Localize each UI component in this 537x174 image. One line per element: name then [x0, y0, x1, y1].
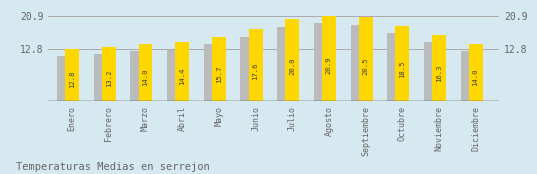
Bar — [167, 50, 181, 101]
Bar — [387, 33, 401, 101]
Bar — [277, 27, 291, 101]
Text: 14.0: 14.0 — [142, 68, 149, 86]
Bar — [359, 17, 373, 101]
Text: 13.2: 13.2 — [106, 70, 112, 87]
Bar — [94, 54, 108, 101]
Bar — [432, 35, 446, 101]
Text: 17.6: 17.6 — [252, 62, 258, 80]
Bar — [65, 49, 79, 101]
Bar — [175, 42, 189, 101]
Bar — [204, 44, 218, 101]
Bar — [285, 19, 299, 101]
Text: 20.0: 20.0 — [289, 58, 295, 76]
Text: Temperaturas Medias en serrejon: Temperaturas Medias en serrejon — [16, 162, 210, 172]
Text: 14.4: 14.4 — [179, 68, 185, 85]
Bar — [241, 37, 255, 101]
Bar — [57, 56, 71, 101]
Text: 20.9: 20.9 — [326, 56, 332, 74]
Text: 20.5: 20.5 — [362, 57, 368, 75]
Text: 18.5: 18.5 — [399, 61, 405, 78]
Bar — [351, 25, 365, 101]
Bar — [212, 37, 226, 101]
Bar — [395, 26, 409, 101]
Bar — [469, 44, 483, 101]
Bar — [424, 42, 438, 101]
Text: 15.7: 15.7 — [216, 65, 222, 83]
Bar — [314, 23, 328, 101]
Bar — [139, 44, 153, 101]
Text: 12.8: 12.8 — [69, 70, 75, 88]
Text: 16.3: 16.3 — [436, 64, 442, 82]
Bar — [130, 51, 144, 101]
Bar — [461, 51, 475, 101]
Text: 14.0: 14.0 — [473, 68, 478, 86]
Bar — [249, 29, 263, 101]
Bar — [322, 16, 336, 101]
Bar — [102, 47, 116, 101]
